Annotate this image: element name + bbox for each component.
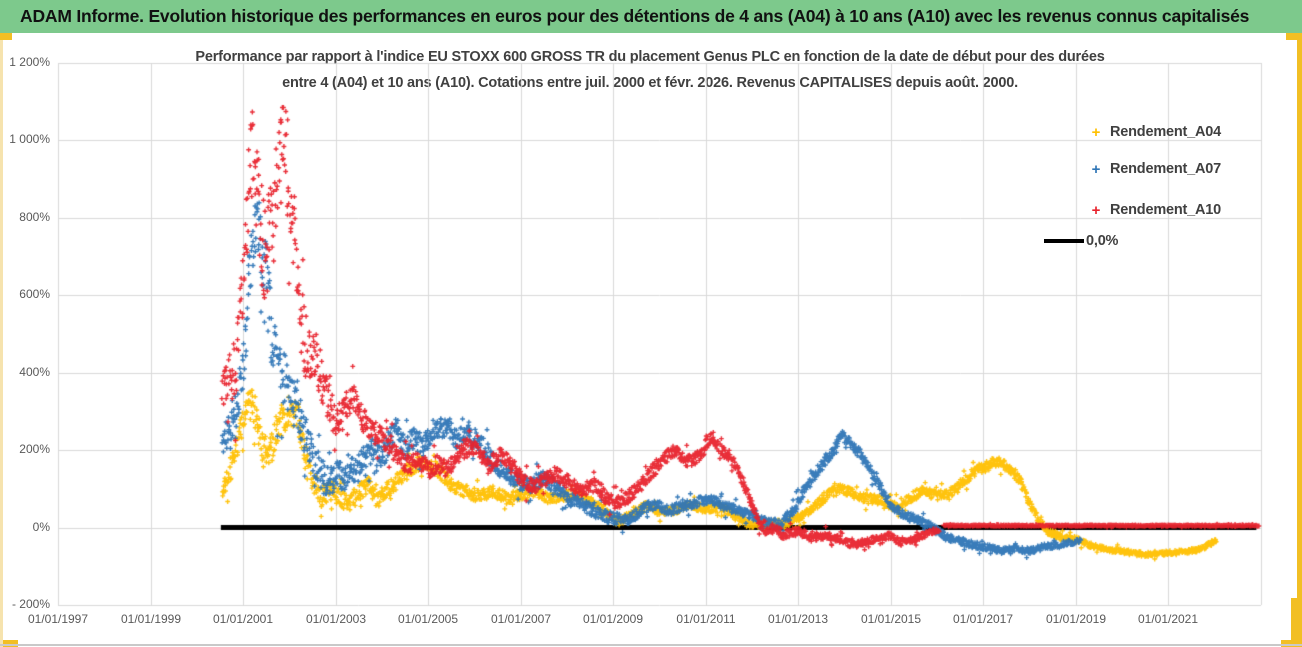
plus-marker-icon: + <box>1091 201 1101 219</box>
legend-item-zero-line: 0,0% <box>1044 231 1118 251</box>
legend-label: Rendement_A04 <box>1110 124 1222 140</box>
legend-label: 0,0% <box>1086 233 1119 249</box>
x-tick-2015: 01/01/2015 <box>860 612 922 626</box>
x-tick-2013: 01/01/2013 <box>767 612 829 626</box>
plus-marker-icon: + <box>1091 160 1101 178</box>
legend-item-a07: + Rendement_A07 <box>1082 159 1222 179</box>
x-tick-2007: 01/01/2007 <box>490 612 552 626</box>
zero-line-swatch-icon <box>1044 239 1084 243</box>
y-tick-1200: 1 200% <box>9 55 50 69</box>
x-tick-2011: 01/01/2011 <box>676 612 736 626</box>
legend-label: Rendement_A07 <box>1110 161 1222 177</box>
x-tick-1999: 01/01/1999 <box>120 612 182 626</box>
x-tick-2021: 01/01/2021 <box>1137 612 1199 626</box>
y-tick-800: 800% <box>19 210 50 224</box>
y-tick-neg200: - 200% <box>11 597 50 611</box>
x-tick-2009: 01/01/2009 <box>582 612 644 626</box>
x-tick-1997: 01/01/1997 <box>27 612 89 626</box>
y-tick-400: 400% <box>19 365 50 379</box>
x-tick-2019: 01/01/2019 <box>1045 612 1107 626</box>
y-tick-0: 0% <box>32 520 50 534</box>
legend-item-a04: + Rendement_A04 <box>1082 122 1222 142</box>
plus-marker-icon: + <box>1091 123 1101 141</box>
legend-label: Rendement_A10 <box>1110 202 1222 218</box>
x-tick-2003: 01/01/2003 <box>305 612 367 626</box>
x-tick-2001: 01/01/2001 <box>212 612 274 626</box>
x-tick-2005: 01/01/2005 <box>397 612 459 626</box>
y-tick-600: 600% <box>19 287 50 301</box>
y-tick-1000: 1 000% <box>9 132 50 146</box>
legend-item-a10: + Rendement_A10 <box>1082 200 1222 220</box>
y-tick-200: 200% <box>19 442 50 456</box>
x-tick-2017: 01/01/2017 <box>952 612 1014 626</box>
